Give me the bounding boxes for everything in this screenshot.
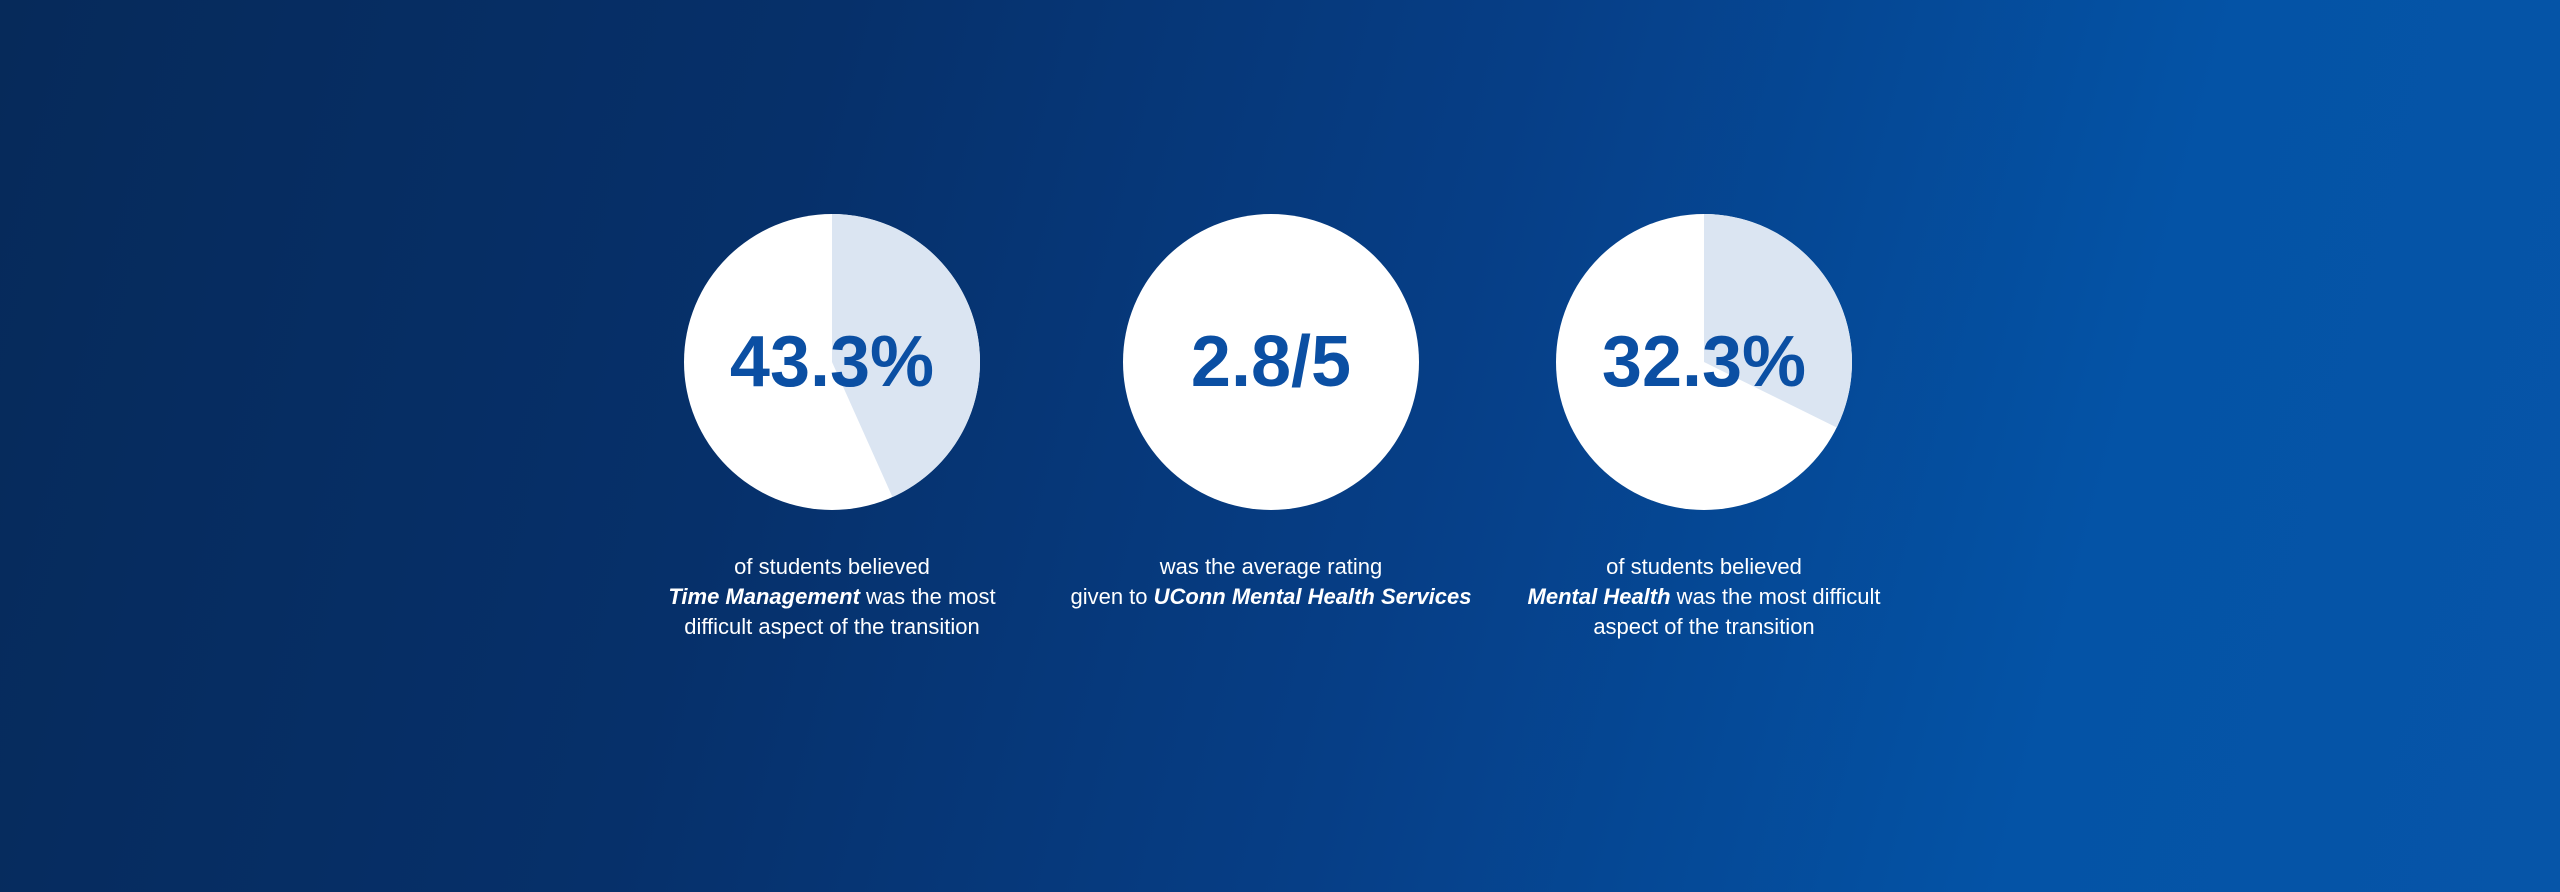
caption-line-1: was the average rating bbox=[1159, 554, 1383, 579]
stat-value: 2.8/5 bbox=[1190, 322, 1352, 402]
caption-line-2: Mental Health was the most difficult bbox=[1528, 582, 1881, 612]
caption-emphasis: UConn Mental Health Services bbox=[1153, 584, 1472, 609]
stat-mental-health-rating: 2.8/5 was the average rating given to UC… bbox=[1011, 214, 1531, 612]
stat-caption: of students believed Mental Health was t… bbox=[1528, 552, 1881, 642]
caption-line-2-rest: was the most bbox=[859, 584, 996, 609]
rating-circle: 2.8/5 bbox=[1123, 214, 1419, 510]
rating-base-circle bbox=[1123, 214, 1419, 510]
caption-line-3: difficult aspect of the transition bbox=[684, 614, 980, 639]
pie-slice-highlight bbox=[1704, 214, 1852, 428]
caption-line-2-rest: was the most difficult bbox=[1670, 584, 1881, 609]
pie-slice-highlight bbox=[832, 214, 980, 498]
caption-line-3: aspect of the transition bbox=[1593, 614, 1815, 639]
caption-emphasis: Mental Health bbox=[1527, 584, 1671, 609]
stat-caption: of students believed Time Management was… bbox=[668, 552, 995, 642]
caption-line-2: Time Management was the most bbox=[668, 582, 995, 612]
stat-time-management: 43.3% of students believed Time Manageme… bbox=[572, 214, 1092, 642]
caption-line-2-prefix: given to bbox=[1070, 584, 1154, 609]
rating-svg bbox=[1123, 214, 1419, 510]
caption-line-1: of students believed bbox=[1606, 554, 1802, 579]
caption-line-2: given to UConn Mental Health Services bbox=[1070, 582, 1471, 612]
stat-caption: was the average rating given to UConn Me… bbox=[1070, 552, 1471, 612]
stat-value: 32.3% bbox=[1601, 322, 1807, 402]
pie-svg-mental-health bbox=[1556, 214, 1852, 510]
pie-chart-mental-health: 32.3% bbox=[1556, 214, 1852, 510]
stat-value: 43.3% bbox=[729, 322, 935, 402]
caption-emphasis: Time Management bbox=[668, 584, 860, 609]
stat-mental-health: 32.3% of students believed Mental Health… bbox=[1444, 214, 1964, 642]
caption-line-1: of students believed bbox=[734, 554, 930, 579]
pie-chart-time-management: 43.3% bbox=[684, 214, 980, 510]
pie-svg-time-management bbox=[684, 214, 980, 510]
